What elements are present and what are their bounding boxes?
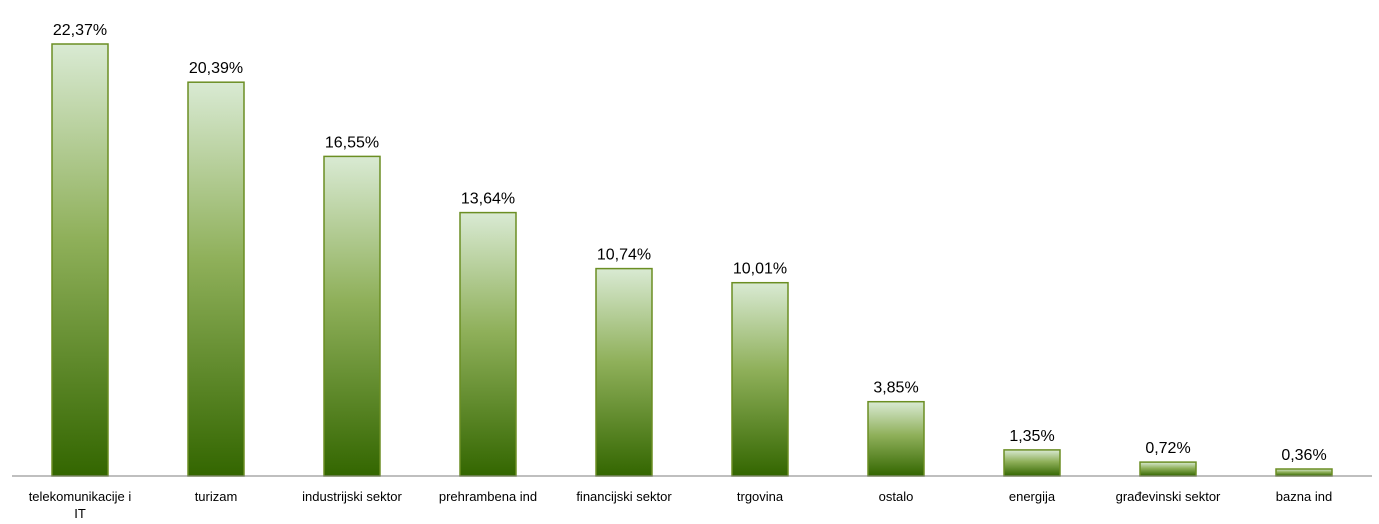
category-label-turizam: turizam (195, 489, 238, 504)
bar-energija (1003, 449, 1061, 477)
bar-trgovina (731, 281, 789, 477)
value-label-telekomunikacije-i-it: 22,37% (53, 22, 107, 39)
category-label-financijski-sektor: financijski sektor (576, 489, 672, 504)
value-label-prehrambena-ind: 13,64% (461, 191, 515, 208)
value-label-industrijski-sektor: 16,55% (325, 134, 379, 151)
value-label-turizam: 20,39% (189, 60, 243, 77)
category-label-gradevinski-sektor: građevinski sektor (1116, 489, 1221, 504)
value-label-ostalo: 3,85% (873, 380, 918, 397)
value-label-trgovina: 10,01% (733, 261, 787, 278)
value-label-bazna-ind: 0,36% (1281, 447, 1326, 464)
value-label-energija: 1,35% (1009, 428, 1054, 445)
category-label-trgovina: trgovina (737, 489, 784, 504)
category-label-industrijski-sektor: industrijski sektor (302, 489, 402, 504)
category-label-ostalo: ostalo (879, 489, 914, 504)
category-labels-group: telekomunikacije i IT turizam industrijski … (29, 489, 1333, 521)
category-label-bazna-ind: bazna ind (1276, 489, 1332, 504)
category-label-prehrambena-ind: prehrambena ind (439, 489, 537, 504)
bar-prehrambena-ind (459, 211, 517, 477)
bar-turizam (187, 81, 245, 477)
bar-industrijski-sektor (323, 155, 381, 477)
bars-group (51, 43, 1333, 477)
value-label-gradevinski-sektor: 0,72% (1145, 440, 1190, 457)
bar-financijski-sektor (595, 267, 653, 477)
bar-bazna-ind (1275, 468, 1333, 477)
bar-gradevinski-sektor (1139, 461, 1197, 477)
bar-ostalo (867, 400, 925, 477)
category-label-energija: energija (1009, 489, 1056, 504)
value-labels-group: 22,37% 20,39% 16,55% 13,64% 10,74% 10,01% 3,85… (53, 22, 1327, 464)
bar-telekomunikacije-i-it (51, 43, 109, 477)
value-label-financijski-sektor: 10,74% (597, 247, 651, 264)
category-label-telekomunikacije-i-it: telekomunikacije i IT (29, 489, 132, 521)
